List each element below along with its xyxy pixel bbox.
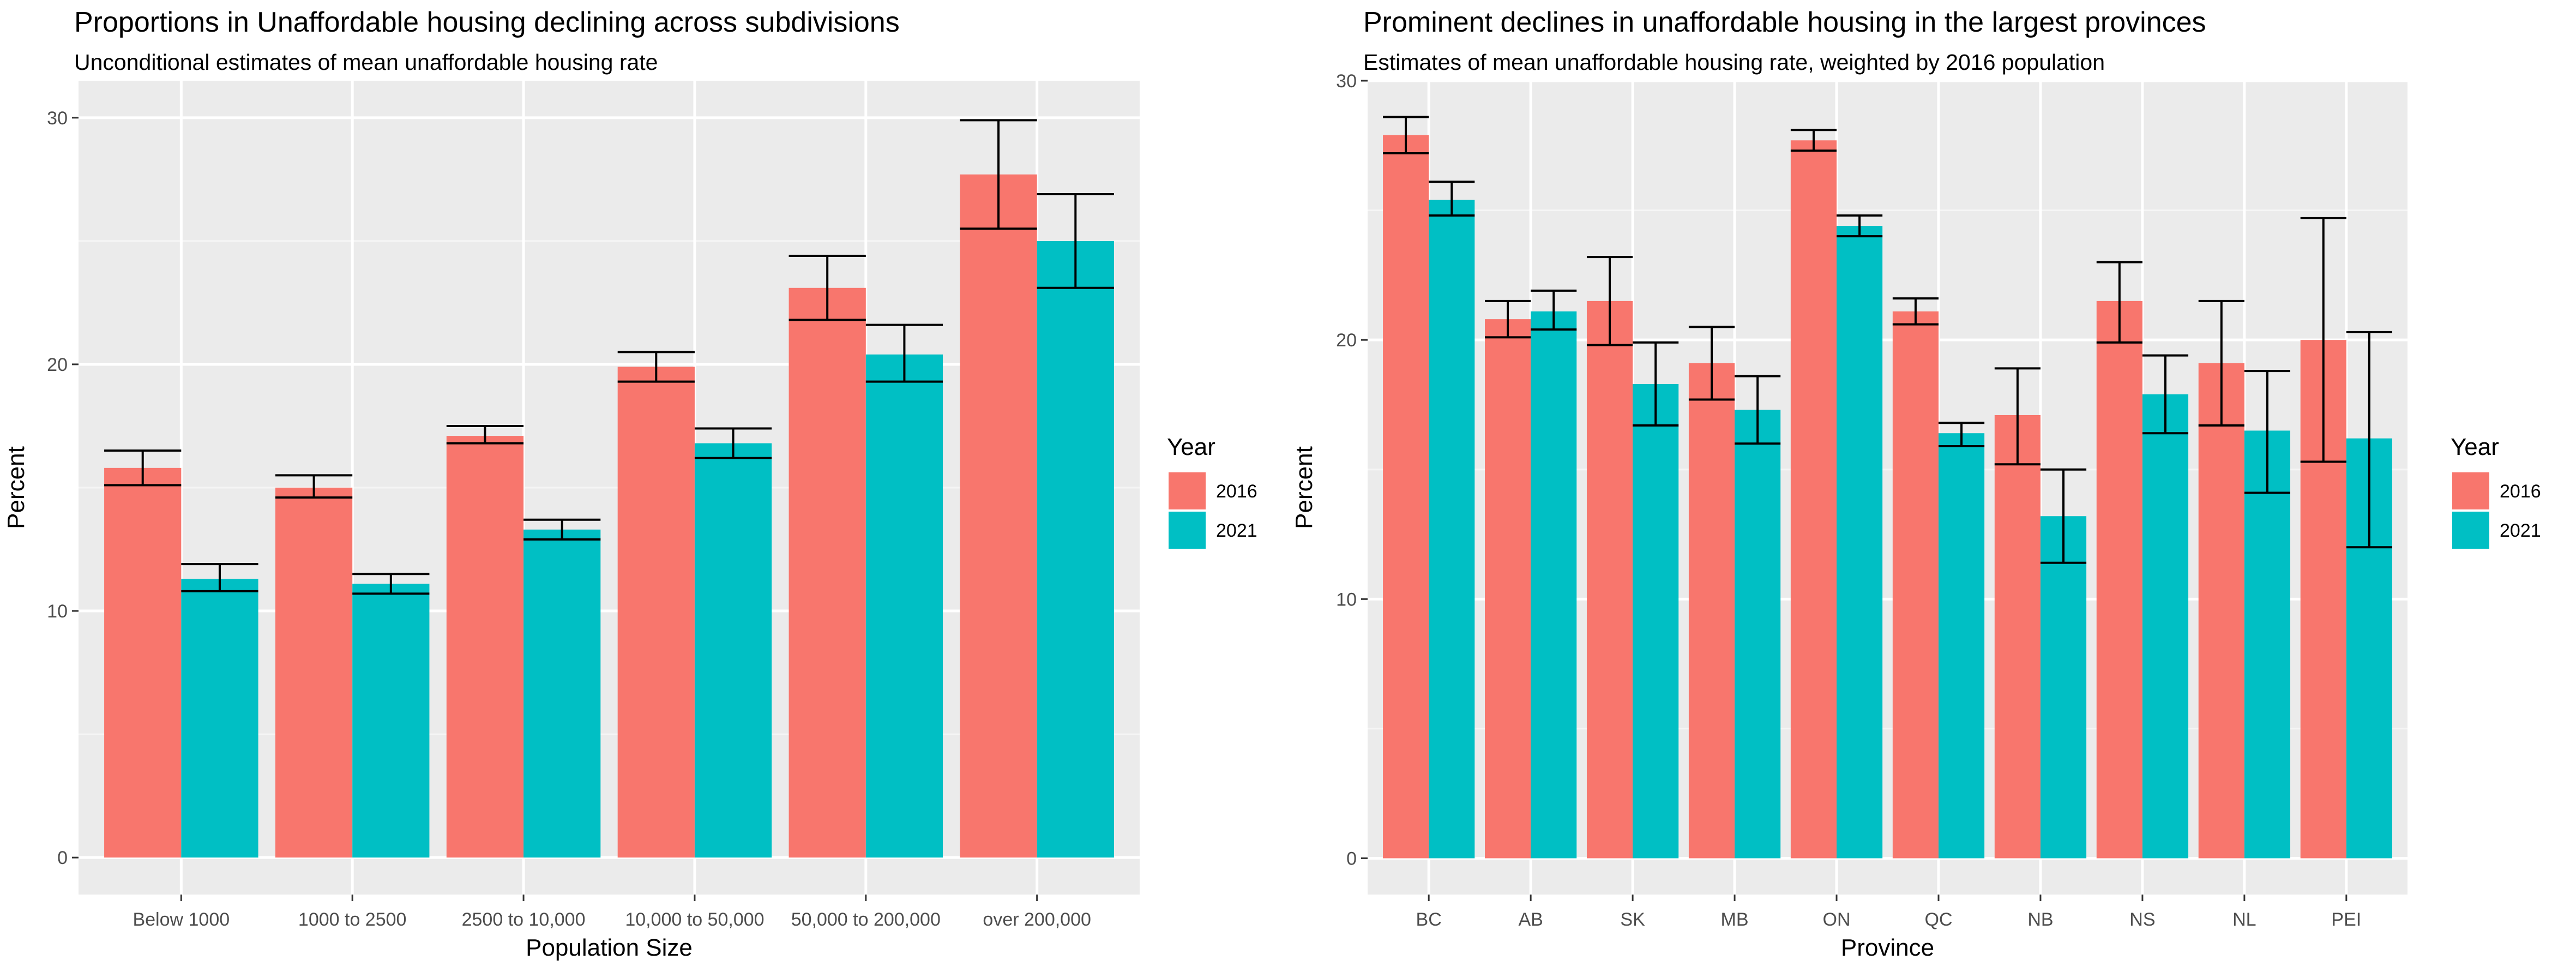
chart-title: Proportions in Unaffordable housing decl… (74, 7, 900, 38)
x-tick-label: NL (2232, 909, 2256, 930)
left-chart-panel: Proportions in Unaffordable housing decl… (3, 7, 1257, 961)
y-tick-label: 30 (1336, 71, 1357, 92)
x-tick-label: NS (2129, 909, 2155, 930)
bar-2021-1000-to-2500 (352, 584, 430, 858)
legend-swatch-2016 (1169, 472, 1206, 509)
bar-2016-bc (1383, 135, 1429, 859)
chart-population-size: Proportions in Unaffordable housing decl… (3, 7, 1257, 961)
x-tick-label: 2500 to 10,000 (462, 909, 586, 930)
bar-2021-2500-to-10-000 (523, 529, 601, 858)
bar-2016-nb (1994, 415, 2041, 859)
bar-2021-50-000-to-200-000 (865, 354, 943, 858)
y-tick-label: 0 (57, 848, 68, 868)
bar-2021-over-200-000 (1037, 241, 1114, 858)
legend-swatch-2021 (1169, 512, 1206, 549)
legend-title: Year (2451, 434, 2499, 460)
x-axis-title: Province (1841, 934, 1934, 961)
legend-swatch-2016 (2452, 472, 2489, 509)
x-tick-label: BC (1416, 909, 1442, 930)
chart-province: Prominent declines in unaffordable housi… (1291, 7, 2541, 961)
bar-2021-qc (1938, 433, 1985, 859)
x-tick-label: over 200,000 (983, 909, 1091, 930)
bar-2021-mb (1735, 410, 1781, 859)
bar-2021-10-000-to-50-000 (694, 443, 772, 858)
x-axis-title: Population Size (526, 934, 693, 961)
x-tick-label: Below 1000 (133, 909, 230, 930)
x-tick-label: NB (2027, 909, 2053, 930)
bar-2016-2500-to-10-000 (446, 436, 524, 858)
chart-subtitle: Unconditional estimates of mean unafford… (74, 50, 658, 75)
bar-2016-sk (1586, 301, 1633, 859)
x-tick-label: AB (1518, 909, 1543, 930)
legend-swatch-2021 (2452, 512, 2489, 549)
bar-2016-1000-to-2500 (275, 488, 353, 858)
bar-2021-below-1000 (181, 579, 258, 858)
bar-2021-ab (1531, 311, 1577, 859)
legend-label-2016: 2016 (2500, 481, 2541, 502)
bar-2016-nl (2198, 363, 2244, 859)
chart-title: Prominent declines in unaffordable housi… (1363, 7, 2206, 38)
bar-2016-on (1790, 140, 1837, 859)
bar-2021-sk (1633, 383, 1679, 859)
x-tick-label: SK (1620, 909, 1645, 930)
legend-label-2016: 2016 (1216, 481, 1257, 502)
bar-2021-ns (2142, 394, 2189, 859)
y-tick-label: 10 (47, 601, 68, 622)
legend-label-2021: 2021 (2500, 520, 2541, 541)
x-tick-label: 1000 to 2500 (298, 909, 407, 930)
bar-2016-mb (1688, 363, 1735, 859)
y-tick-label: 20 (1336, 330, 1357, 351)
x-tick-label: PEI (2331, 909, 2361, 930)
y-tick-label: 10 (1336, 589, 1357, 610)
y-tick-label: 0 (1346, 848, 1357, 869)
bar-2016-below-1000 (104, 467, 182, 858)
bar-2021-on (1837, 226, 1883, 859)
bar-2016-10-000-to-50-000 (617, 367, 695, 858)
bar-2016-50-000-to-200-000 (789, 287, 866, 858)
chart-subtitle: Estimates of mean unaffordable housing r… (1363, 50, 2105, 75)
right-chart-panel: Prominent declines in unaffordable housi… (1288, 0, 2576, 966)
bar-2016-over-200-000 (960, 174, 1037, 858)
y-axis-title: Percent (1291, 446, 1317, 529)
y-tick-label: 20 (47, 355, 68, 375)
y-axis-title: Percent (3, 446, 29, 529)
bar-2016-ns (2096, 301, 2142, 859)
legend-title: Year (1167, 434, 1215, 460)
x-tick-label: 50,000 to 200,000 (791, 909, 941, 930)
x-tick-label: 10,000 to 50,000 (625, 909, 764, 930)
bar-2021-nl (2244, 430, 2290, 859)
x-tick-label: ON (1823, 909, 1851, 930)
x-tick-label: QC (1924, 909, 1952, 930)
legend-label-2021: 2021 (1216, 520, 1257, 541)
bar-2021-bc (1429, 200, 1475, 859)
bar-2021-nb (2040, 516, 2087, 859)
bar-2016-ab (1485, 319, 1531, 859)
bar-2016-qc (1892, 311, 1939, 859)
x-tick-label: MB (1721, 909, 1749, 930)
y-tick-label: 30 (47, 108, 68, 129)
